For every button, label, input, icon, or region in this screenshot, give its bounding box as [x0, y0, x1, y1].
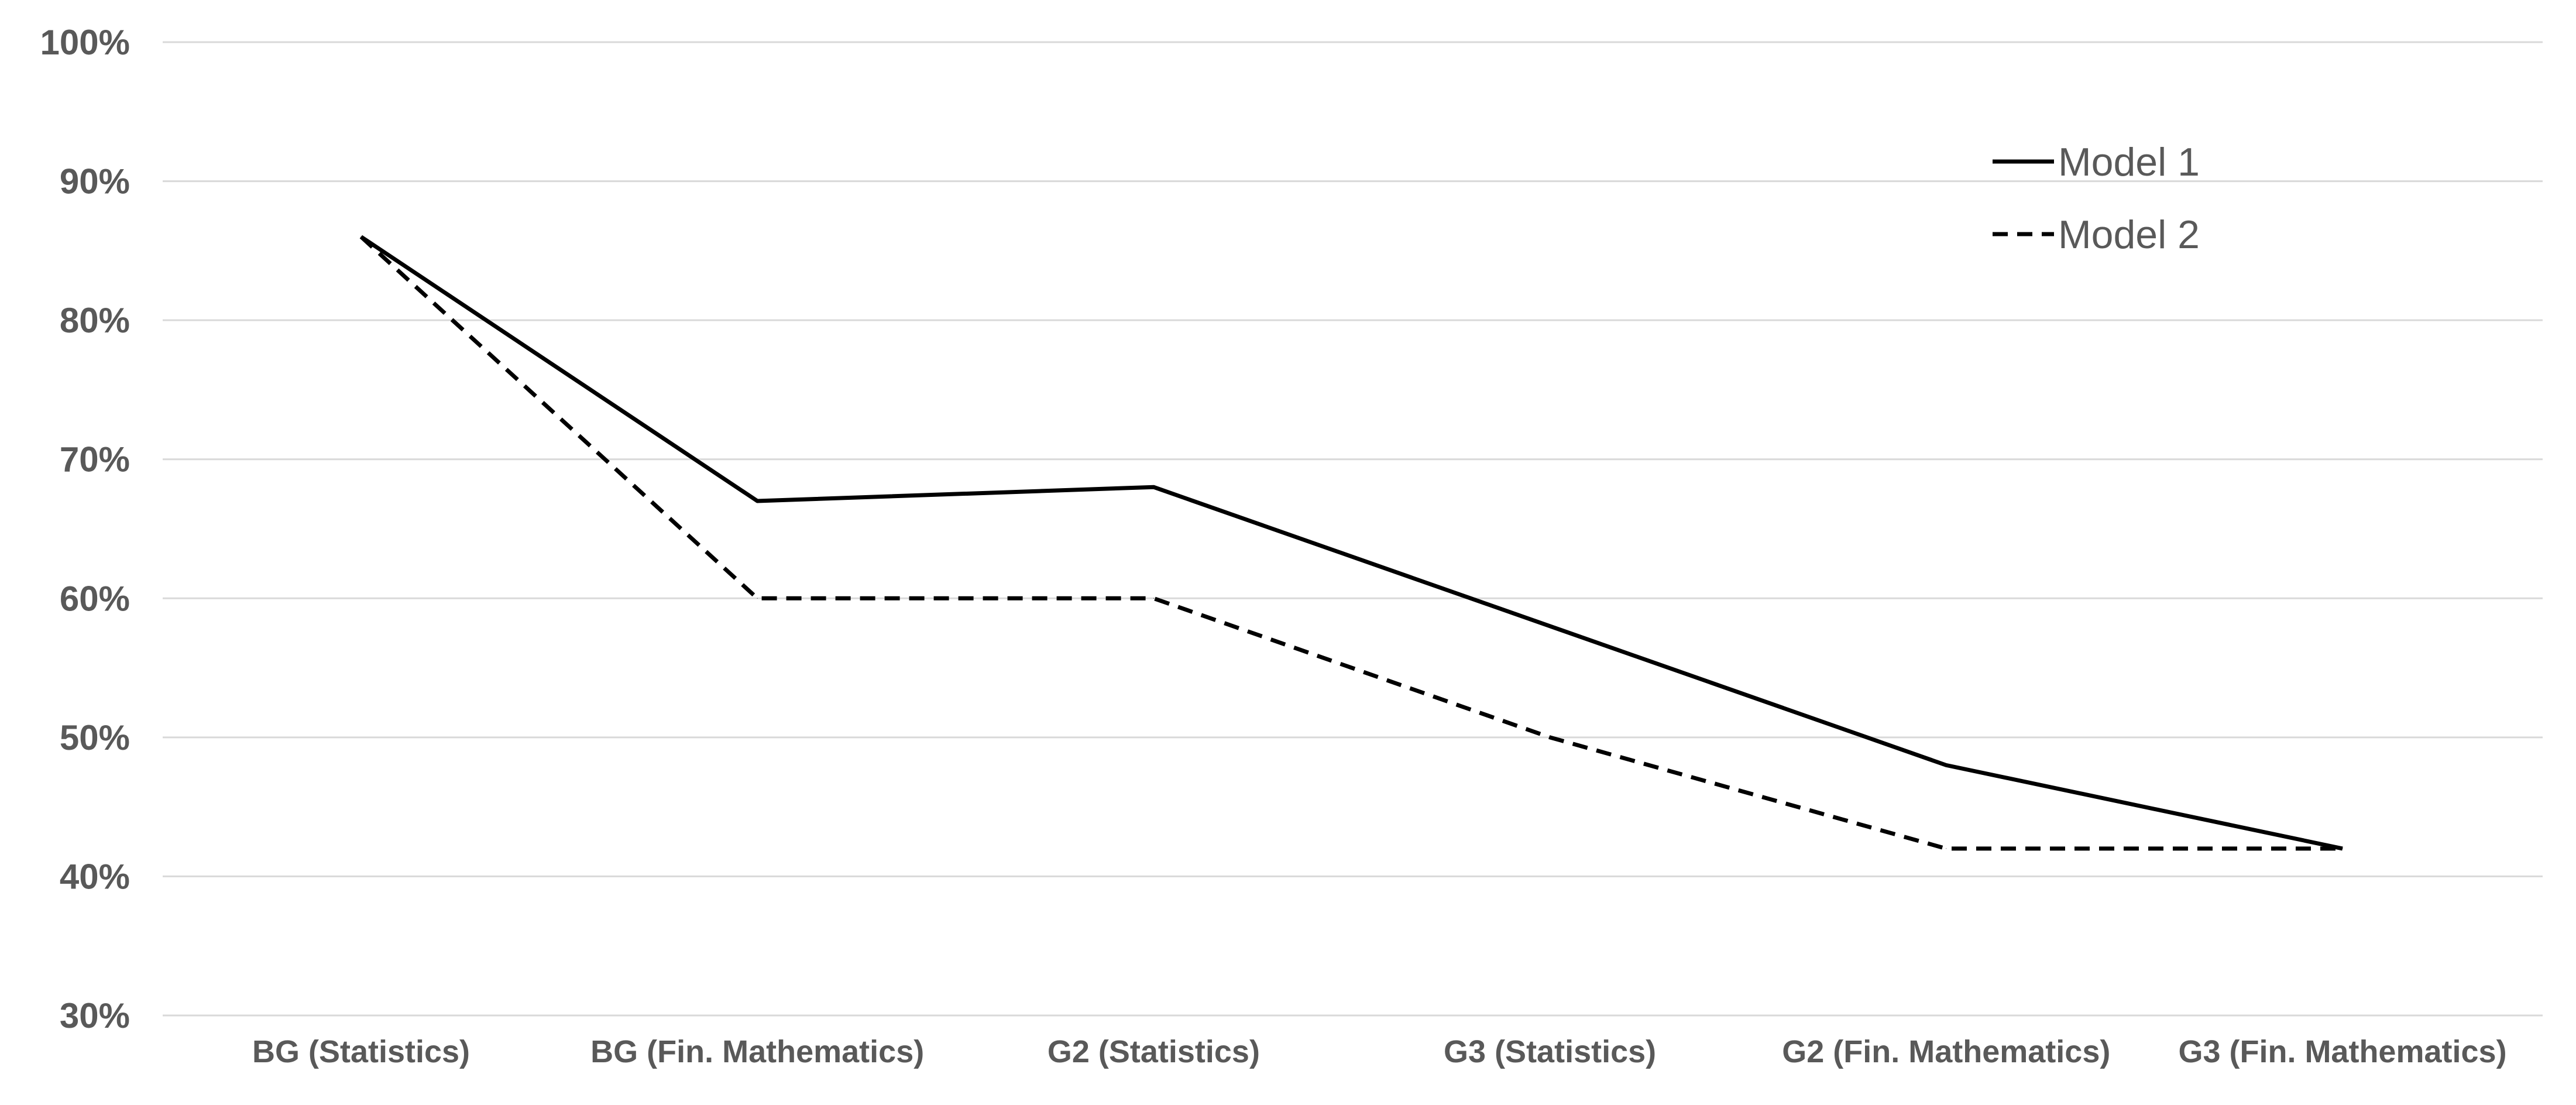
y-tick-label: 50%	[60, 718, 130, 757]
y-tick-label: 70%	[60, 440, 130, 479]
gridlines	[163, 41, 2543, 1017]
legend: Model 1 Model 2	[1993, 140, 2200, 257]
y-tick-label: 100%	[40, 23, 130, 62]
data-point	[757, 500, 758, 502]
y-axis-tick-labels: 30% 40% 50% 60% 70% 80% 90% 100%	[40, 23, 130, 1035]
data-point	[757, 598, 758, 599]
series-line-1	[360, 235, 2343, 851]
series-lines	[359, 235, 2343, 851]
x-tick-label: BG (Statistics)	[252, 1034, 470, 1069]
y-tick-label: 90%	[60, 162, 130, 201]
data-point	[1153, 486, 1154, 488]
y-tick-label: 40%	[60, 857, 130, 896]
data-point	[1153, 598, 1154, 599]
x-tick-label: BG (Fin. Mathematics)	[590, 1034, 924, 1069]
legend-label-model-2: Model 2	[2058, 212, 2200, 257]
x-tick-label: G3 (Statistics)	[1444, 1034, 1656, 1069]
x-tick-label: G2 (Fin. Mathematics)	[1782, 1034, 2110, 1069]
x-tick-label: G3 (Fin. Mathematics)	[2178, 1034, 2506, 1069]
data-point	[360, 236, 362, 238]
x-tick-label: G2 (Statistics)	[1047, 1034, 1260, 1069]
y-tick-label: 80%	[60, 301, 130, 340]
y-tick-label: 60%	[60, 579, 130, 618]
series-line-2	[359, 235, 2343, 851]
y-tick-label: 30%	[60, 996, 130, 1035]
x-axis-tick-labels: BG (Statistics) BG (Fin. Mathematics) G2 (…	[252, 1034, 2507, 1069]
legend-label-model-1: Model 1	[2058, 140, 2200, 184]
